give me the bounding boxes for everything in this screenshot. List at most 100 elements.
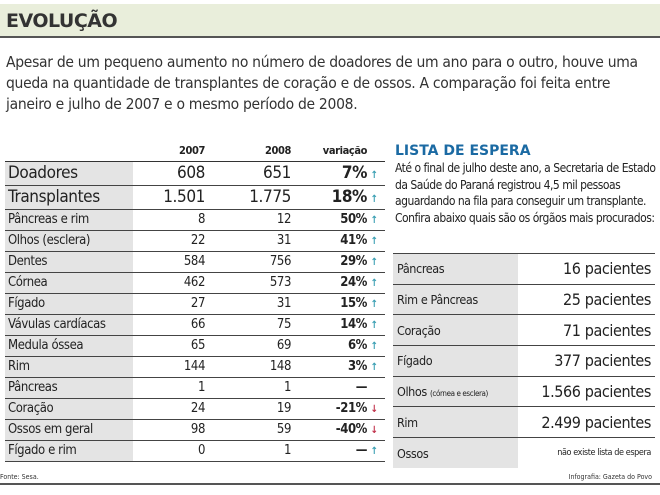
organ-name: Rim e Pâncreas [397, 292, 478, 308]
table-row: Pâncreas 1 1 — [5, 377, 385, 399]
waiting-row: Olhos (córnea e esclera) 1.566 pacientes [393, 375, 655, 407]
variation-value: 18% [331, 187, 368, 207]
intro-text: Apesar de um pequeno aumento no número d… [6, 53, 638, 113]
waiting-list-table: Pâncreas 16 pacientes Rim e Pâncreas 25 p… [393, 253, 655, 469]
table-row: Córnea 462 573 24% ↑ [5, 272, 385, 294]
row-label: Dentes [5, 251, 133, 273]
arrow-up-icon: ↑ [370, 236, 378, 247]
value-2008: 756 [219, 251, 305, 273]
organ-name: Pâncreas [397, 261, 445, 277]
patients-count: 71 pacientes [518, 314, 655, 346]
variation: 29% ↑ [305, 251, 385, 273]
value-2007: 98 [133, 419, 219, 441]
waiting-row: Rim 2.499 pacientes [393, 406, 655, 438]
organ-label: Rim e Pâncreas [393, 283, 518, 315]
table-row: Dentes 584 756 29% ↑ [5, 251, 385, 273]
value-2007: 1.501 [133, 185, 219, 210]
waiting-list-title: LISTA DE ESPERA [395, 143, 531, 159]
row-label: Transplantes [5, 185, 133, 210]
value-2008: 31 [219, 230, 305, 252]
row-label: Rim [5, 356, 133, 378]
table-row: Olhos (esclera) 22 31 41% ↑ [5, 230, 385, 252]
waiting-list-text: Até o final de julho deste ano, a Secret… [395, 161, 656, 225]
table-row: Fígado 27 31 15% ↑ [5, 293, 385, 315]
table-row: Ossos em geral 98 59 -40% ↓ [5, 419, 385, 441]
waiting-row: Pâncreas 16 pacientes [393, 253, 655, 285]
table-row: Pâncreas e rim 8 12 50% ↑ [5, 209, 385, 231]
value-2007: 1 [133, 377, 219, 399]
organ-label: Coração [393, 314, 518, 346]
value-2008: 148 [219, 356, 305, 378]
variation: 3% ↑ [305, 356, 385, 378]
variation: — [305, 377, 385, 399]
arrow-up-icon: ↑ [370, 341, 378, 352]
value-2007: 8 [133, 209, 219, 231]
arrow-up-icon: ↑ [370, 362, 378, 373]
value-2008: 1.775 [219, 185, 305, 210]
arrow-up-icon: ↑ [370, 278, 378, 289]
row-label: Fígado [5, 293, 133, 315]
organ-label: Fígado [393, 345, 518, 377]
bottom-rule [0, 483, 660, 485]
variation: 24% ↑ [305, 272, 385, 294]
variation: 15% ↑ [305, 293, 385, 315]
arrow-up-icon: ↑ [370, 215, 378, 226]
row-label: Vávulas cardíacas [5, 314, 133, 336]
variation-value: -40% [335, 422, 368, 437]
column-header: variação [305, 141, 385, 162]
row-label: Olhos (esclera) [5, 230, 133, 252]
value-2007: 144 [133, 356, 219, 378]
table-row: Coração 24 19 -21% ↓ [5, 398, 385, 420]
organ-name: Ossos [397, 445, 429, 461]
table-row: Rim 144 148 3% ↑ [5, 356, 385, 378]
value-2008: 59 [219, 419, 305, 441]
value-2007: 24 [133, 398, 219, 420]
variation: 7% ↑ [305, 161, 385, 186]
value-2008: 573 [219, 272, 305, 294]
value-2008: 75 [219, 314, 305, 336]
organ-name: Fígado [397, 353, 433, 369]
organ-label: Ossos [393, 437, 518, 469]
value-2008: 19 [219, 398, 305, 420]
arrow-up-icon: ↑ [370, 194, 378, 205]
row-label: Doadores [5, 161, 133, 186]
evolution-table: 2007 2008 variação Doadores 608 651 7% ↑ Tra… [5, 141, 385, 462]
row-label: Ossos em geral [5, 419, 133, 441]
table-row: Doadores 608 651 7% ↑ [5, 161, 385, 186]
row-label: Medula óssea [5, 335, 133, 357]
organ-name: Rim [397, 414, 418, 430]
patients-count: não existe lista de espera [518, 437, 655, 469]
source-note: Fonte: Sesa. [0, 473, 39, 481]
variation: 18% ↑ [305, 185, 385, 210]
variation: 50% ↑ [305, 209, 385, 231]
table-row: Transplantes 1.501 1.775 18% ↑ [5, 185, 385, 210]
variation: 14% ↑ [305, 314, 385, 336]
table-row: Fígado e rim 0 1 — ↑ [5, 440, 385, 462]
organ-name: Olhos [397, 384, 427, 400]
arrow-down-icon: ↓ [370, 425, 378, 436]
organ-note: (córnea e esclera) [430, 389, 488, 399]
patients-count: 25 pacientes [518, 283, 655, 315]
variation: 6% ↑ [305, 335, 385, 357]
value-2008: 31 [219, 293, 305, 315]
value-2007: 27 [133, 293, 219, 315]
variation-value: 15% [340, 296, 367, 311]
variation-value: 50% [340, 212, 367, 227]
patients-count: 377 pacientes [518, 345, 655, 377]
variation-value: 3% [347, 359, 367, 374]
value-2007: 66 [133, 314, 219, 336]
waiting-row: Rim e Pâncreas 25 pacientes [393, 283, 655, 315]
waiting-row: Fígado 377 pacientes [393, 345, 655, 377]
arrow-up-icon: ↑ [370, 446, 378, 457]
variation-value: 41% [340, 233, 367, 248]
variation: — ↑ [305, 440, 385, 462]
arrow-up-icon: ↑ [370, 170, 378, 181]
organ-label: Rim [393, 406, 518, 438]
variation-value: -21% [335, 401, 368, 416]
arrow-up-icon: ↑ [370, 257, 378, 268]
variation: -40% ↓ [305, 419, 385, 441]
variation: 41% ↑ [305, 230, 385, 252]
variation-value: 29% [340, 254, 367, 269]
variation-value: 6% [347, 338, 367, 353]
row-label: Coração [5, 398, 133, 420]
